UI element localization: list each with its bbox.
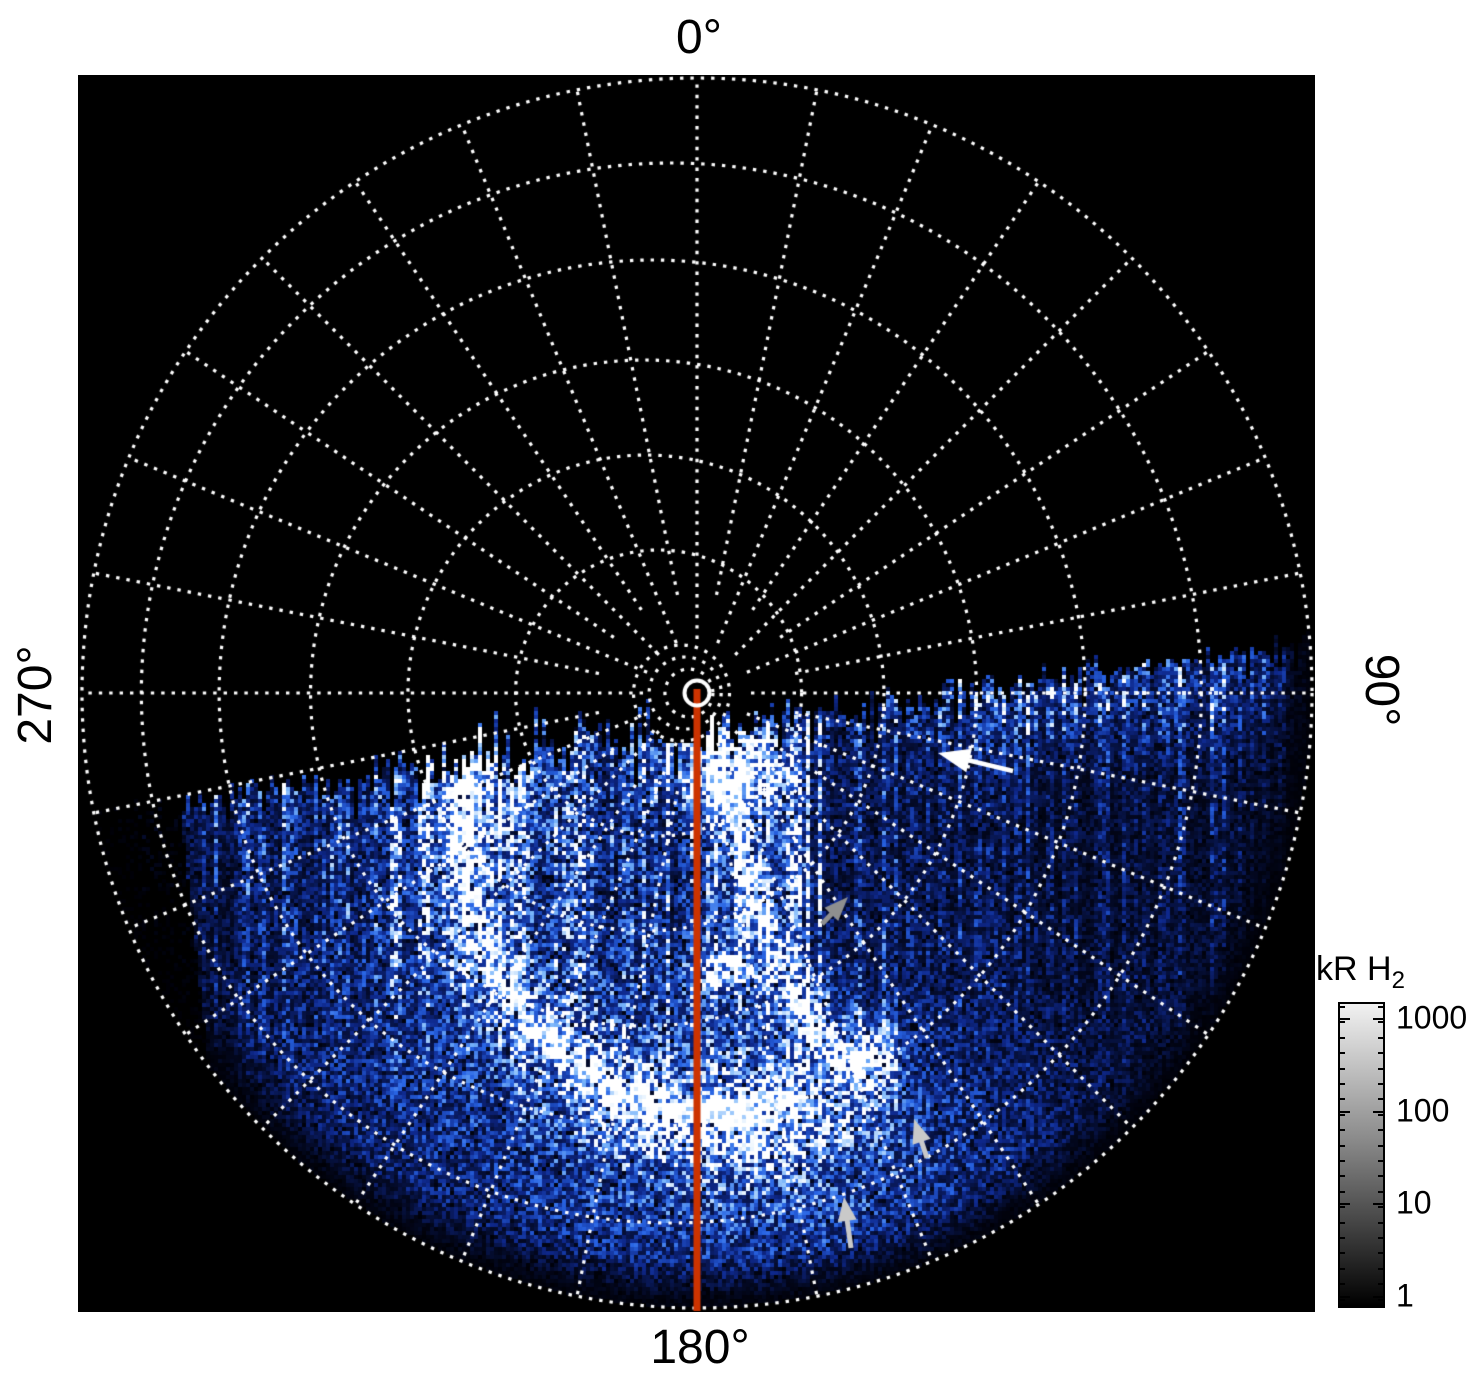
- colorbar-tick: [1378, 1283, 1383, 1286]
- colorbar-tick: [1340, 1113, 1345, 1116]
- angle-label-270: 270°: [9, 645, 62, 745]
- colorbar-tick: [1373, 1018, 1383, 1020]
- colorbar-tick-label: 100: [1396, 1092, 1450, 1128]
- colorbar-tick: [1378, 1113, 1383, 1116]
- colorbar-tick: [1340, 1160, 1345, 1162]
- colorbar-tick: [1378, 1252, 1383, 1255]
- colorbar-tick: [1378, 1237, 1383, 1239]
- polar-plot-area: [78, 75, 1315, 1312]
- colorbar-tick: [1378, 1052, 1383, 1055]
- colorbar-tick: [1340, 1203, 1350, 1205]
- colorbar-tick: [1378, 1190, 1383, 1193]
- colorbar-tick: [1378, 1298, 1383, 1301]
- colorbar-tick: [1340, 1267, 1345, 1270]
- colorbar-title: kR H2: [1316, 950, 1405, 995]
- colorbar-tick: [1340, 1190, 1345, 1193]
- colorbar-tick: [1378, 1067, 1383, 1070]
- colorbar-gradient: [1338, 1002, 1385, 1308]
- angle-label-180: 180°: [650, 1321, 750, 1374]
- colorbar-tick: [1340, 1098, 1345, 1101]
- colorbar-tick-label: 1000: [1396, 999, 1468, 1036]
- colorbar-tick: [1378, 1267, 1383, 1270]
- colorbar-tick: [1340, 1144, 1345, 1147]
- colorbar-tick: [1373, 1203, 1383, 1205]
- colorbar-tick: [1378, 1206, 1383, 1209]
- colorbar-tick: [1373, 1295, 1383, 1298]
- colorbar-tick: [1378, 1160, 1383, 1162]
- colorbar-tick: [1340, 1298, 1345, 1301]
- colorbar-tick: [1378, 1006, 1383, 1008]
- colorbar-tick: [1340, 1067, 1345, 1070]
- colorbar-tick: [1378, 1036, 1383, 1039]
- colorbar-tick: [1340, 1036, 1345, 1039]
- colorbar-tick: [1378, 1144, 1383, 1147]
- colorbar-tick: [1340, 1252, 1345, 1255]
- colorbar-tick: [1340, 1021, 1345, 1024]
- angle-label-90: 90°: [1355, 653, 1408, 727]
- colorbar-tick: [1378, 1083, 1383, 1085]
- colorbar-title-subscript: 2: [1391, 966, 1405, 994]
- angle-label-0: 0°: [676, 11, 722, 64]
- polar-plot-canvas: [78, 75, 1315, 1312]
- colorbar-tick: [1340, 1110, 1350, 1113]
- colorbar-tick: [1340, 1221, 1345, 1224]
- colorbar-tick: [1340, 1018, 1350, 1020]
- colorbar-tick: [1340, 1129, 1345, 1132]
- colorbar-tick-label: 1: [1396, 1277, 1414, 1313]
- colorbar-tick: [1340, 1237, 1345, 1239]
- colorbar-tick: [1340, 1052, 1345, 1055]
- colorbar-tick: [1340, 1175, 1345, 1178]
- colorbar-title-main: kR H: [1316, 950, 1392, 988]
- colorbar-tick: [1378, 1129, 1383, 1132]
- colorbar-tick: [1340, 1006, 1345, 1008]
- colorbar-tick: [1340, 1206, 1345, 1209]
- colorbar-tick: [1378, 1021, 1383, 1024]
- colorbar-tick: [1340, 1295, 1350, 1298]
- colorbar-tick-label: 10: [1396, 1184, 1432, 1221]
- colorbar-tick: [1378, 1175, 1383, 1178]
- colorbar-tick: [1378, 1098, 1383, 1101]
- colorbar-tick: [1340, 1283, 1345, 1286]
- colorbar-tick: [1373, 1110, 1383, 1113]
- colorbar-tick: [1378, 1221, 1383, 1224]
- colorbar-tick: [1340, 1083, 1345, 1085]
